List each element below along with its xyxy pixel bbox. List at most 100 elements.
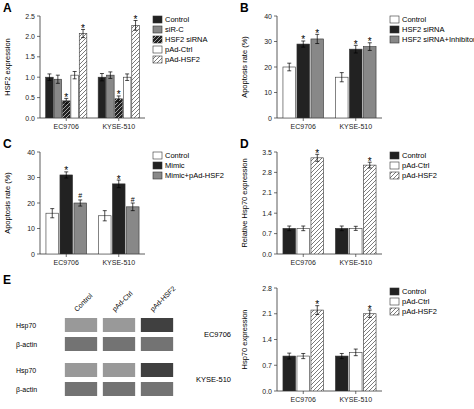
y-tick <box>37 118 40 119</box>
legend-swatch-hatch <box>390 172 399 179</box>
bar <box>335 356 348 391</box>
error-bar <box>103 211 107 221</box>
blot-band <box>141 382 173 396</box>
y-tick-label: 20 <box>27 200 35 207</box>
column-label: pAd-Ctrl <box>111 289 135 313</box>
legend-entry: pAd-Ctrl <box>402 161 430 170</box>
x-tick-label: KYSE-510 <box>339 259 372 266</box>
y-tick-label: 30 <box>27 174 35 181</box>
x-tick <box>118 254 119 257</box>
blot-band <box>65 337 97 351</box>
error-bar <box>108 72 112 79</box>
y-tick-label: 20 <box>264 64 272 71</box>
legend-entry: Control <box>165 15 190 24</box>
y-axis-label: Hsp70 expression <box>240 309 249 369</box>
figure: A0.00.51.01.52.02.5HSF2 expressionEC9706… <box>0 0 474 409</box>
x-tick <box>66 118 67 121</box>
bar <box>363 165 376 254</box>
x-tick-label: EC9706 <box>291 396 316 403</box>
legend-swatch-hatch <box>153 36 162 43</box>
bars <box>46 20 140 118</box>
bar <box>335 228 348 254</box>
legend-swatch <box>153 162 162 169</box>
legend-entry: pAd-HSF2 <box>402 307 437 316</box>
annotation: * <box>368 304 372 315</box>
y-tick-label: 2.5 <box>25 13 35 20</box>
error-bar <box>340 353 344 358</box>
x-tick <box>303 391 304 394</box>
error-bar <box>47 74 51 81</box>
column-label: Control <box>73 291 94 312</box>
y-tick <box>37 177 40 178</box>
blot-panel: EControlpAd-CtrlpAd-HSF2Hsp70β-actinEC97… <box>3 273 231 396</box>
blot-band <box>103 363 135 377</box>
error-bar <box>50 209 54 218</box>
bar-panel: B010203040Apoptosis rate (%)EC9706KYSE-5… <box>240 1 474 130</box>
y-tick <box>274 172 277 173</box>
blot-band <box>141 337 173 351</box>
y-tick-label: 1.4 <box>262 336 272 343</box>
error-bar <box>131 203 135 211</box>
y-tick-label: 0 <box>268 115 272 122</box>
legend-swatch <box>153 152 162 159</box>
legend-swatch <box>153 36 162 43</box>
annotation: * <box>315 299 319 310</box>
section-label: KYSE-510 <box>196 375 231 384</box>
bar <box>126 207 139 254</box>
x-tick-label: KYSE-510 <box>102 123 135 130</box>
blot-band <box>65 382 97 396</box>
y-tick-label: 1.4 <box>262 210 272 217</box>
legend-swatch <box>153 46 162 53</box>
bar <box>46 77 54 118</box>
y-tick-label: 0.0 <box>262 388 272 395</box>
bar <box>123 77 131 118</box>
legend-swatch <box>390 26 399 33</box>
error-bar <box>287 226 291 231</box>
y-tick <box>274 92 277 93</box>
y-tick <box>37 56 40 57</box>
annotation: * <box>368 36 372 47</box>
x-tick <box>303 118 304 121</box>
x-tick-label: EC9706 <box>54 259 79 266</box>
legend-entry: Mimic+pAd-HSF2 <box>165 171 224 180</box>
y-tick-label: 2.1 <box>262 189 272 196</box>
legend-entry: pAd-HSF2 <box>165 55 200 64</box>
section-label: EC9706 <box>204 330 231 339</box>
bar <box>311 310 324 391</box>
legend-entry: Control <box>402 287 427 296</box>
y-tick-label: 2.0 <box>25 33 35 40</box>
panel-label: D <box>240 137 249 151</box>
legend-swatch <box>390 288 399 295</box>
error-bar <box>340 226 344 231</box>
blot-band <box>65 363 97 377</box>
bar-hatch <box>363 165 376 254</box>
y-tick-label: 40 <box>264 13 272 20</box>
blot-band <box>141 318 173 332</box>
annotation: * <box>301 34 305 45</box>
bar <box>283 228 296 254</box>
blot-band <box>103 337 135 351</box>
bar-hatch <box>363 314 376 391</box>
error-bar <box>56 75 60 83</box>
bar <box>79 34 87 118</box>
panel-label: E <box>3 273 11 287</box>
y-tick-label: 0.5 <box>25 94 35 101</box>
legend-swatch <box>390 152 399 159</box>
y-axis-line <box>277 152 278 254</box>
bars <box>283 306 376 391</box>
bar-panel: A0.00.51.01.52.02.5HSF2 expressionEC9706… <box>3 1 208 130</box>
error-bar <box>340 73 344 82</box>
x-tick <box>118 118 119 121</box>
error-bar <box>287 63 291 71</box>
error-bar <box>354 226 358 230</box>
y-tick-label: 1.0 <box>25 74 35 81</box>
error-bar <box>301 226 305 231</box>
annotation: * <box>354 39 358 50</box>
annotation: * <box>64 165 68 176</box>
y-tick <box>274 16 277 17</box>
y-tick <box>274 67 277 68</box>
panel-label: A <box>3 1 12 15</box>
annotation: * <box>315 148 319 159</box>
error-bar <box>125 74 129 81</box>
legend-swatch <box>390 308 399 315</box>
